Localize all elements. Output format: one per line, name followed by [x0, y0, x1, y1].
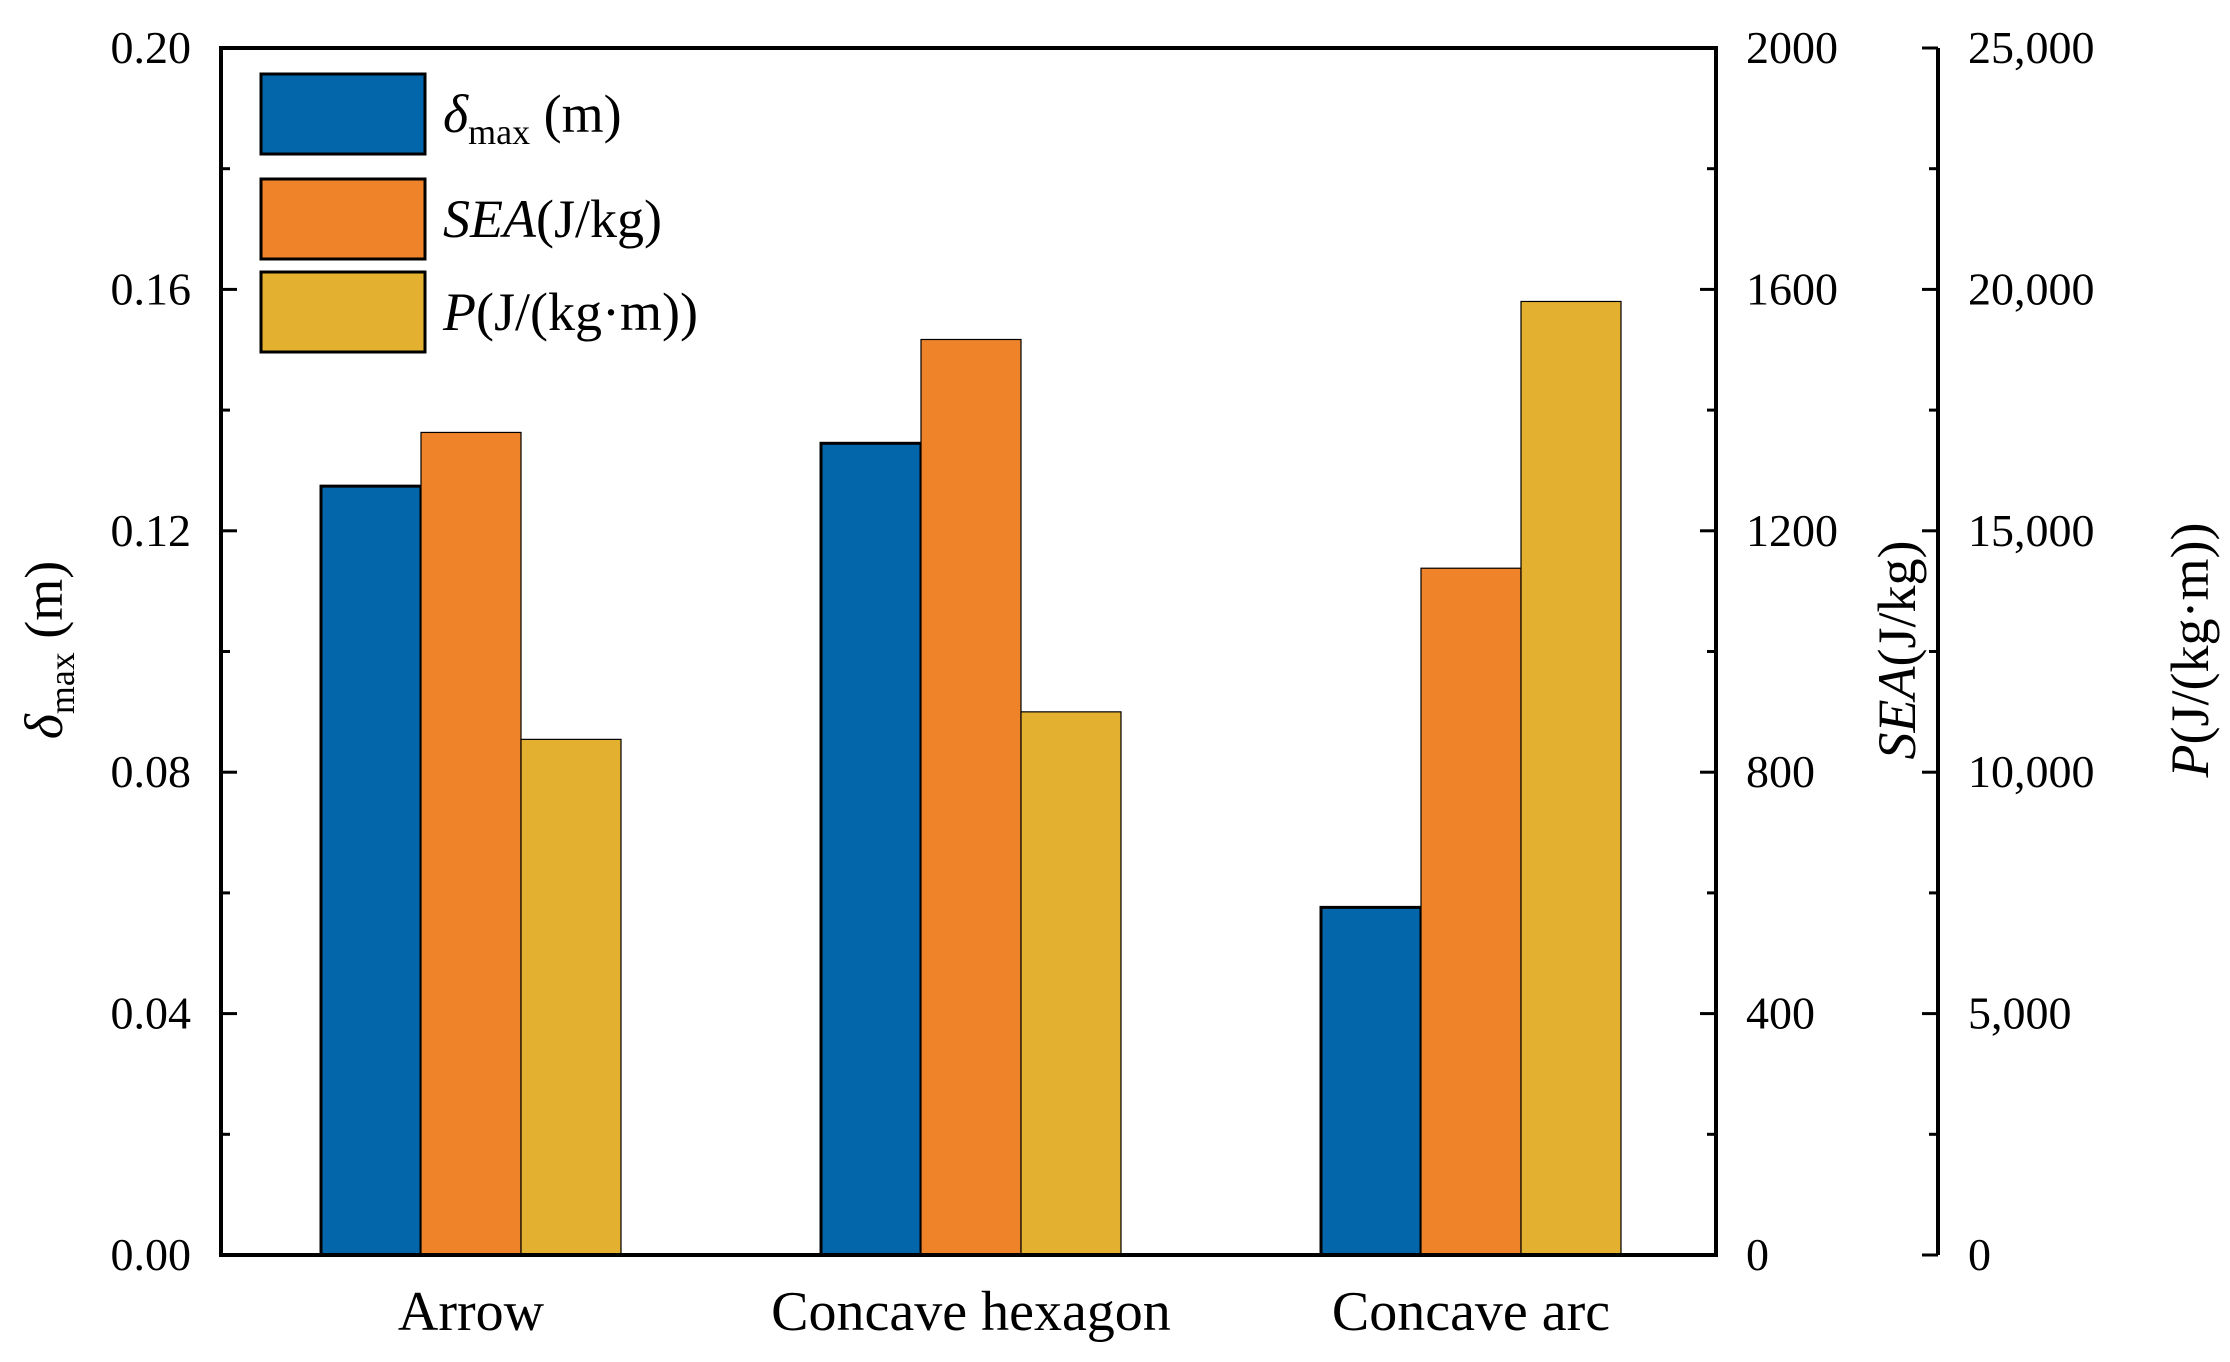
bar-3-3 [1520, 300, 1622, 1256]
category-label-1: Arrow [398, 1281, 545, 1343]
left-tick-label: 0.16 [111, 263, 192, 314]
legend-swatch-1 [259, 72, 427, 156]
left-axis-title-symbol: δ [14, 713, 74, 739]
right1-axis-title-symbol: SEA [1867, 665, 1927, 759]
bar-2-3 [1420, 567, 1522, 1256]
legend-swatch-3 [259, 270, 427, 354]
legend-label-1-sub: max [468, 112, 530, 152]
bar-1-1 [319, 484, 423, 1257]
bar-1-3 [1319, 905, 1423, 1257]
bar-2-2 [920, 338, 1022, 1256]
legend-label-1-unit: (m) [530, 84, 621, 144]
legend-swatch-2 [259, 177, 427, 261]
left-axis-title-unit: (m) [14, 561, 74, 652]
legend-label-2-symbol: SEA [443, 189, 537, 249]
left-tick-label: 0.08 [111, 746, 192, 797]
legend-label-2: SEA(J/kg) [443, 189, 662, 249]
right1-tick-label: 2000 [1746, 22, 1838, 73]
left-axis-title: δmax (m) [14, 561, 82, 740]
right1-axis-title: SEA(J/kg) [1867, 541, 1927, 760]
left-axis-title-sub: max [42, 652, 82, 714]
right2-axis-title: P(J/(kg·m)) [2160, 523, 2220, 779]
bar-3-2 [1020, 711, 1122, 1256]
right1-tick-label: 800 [1746, 746, 1815, 797]
right2-tick-label: 15,000 [1968, 505, 2095, 556]
left-tick-label: 0.12 [111, 505, 192, 556]
category-label-2: Concave hexagon [771, 1281, 1171, 1343]
left-tick-label: 0.04 [111, 988, 192, 1039]
right2-tick-label: 0 [1968, 1229, 1991, 1280]
legend-label-3-symbol: P [442, 282, 476, 342]
right2-tick-label: 25,000 [1968, 22, 2095, 73]
legend-label-3: P(J/(kg·m)) [442, 282, 698, 342]
right1-tick-label: 0 [1746, 1229, 1769, 1280]
right2-axis-title-unit: (J/(kg·m)) [2160, 523, 2220, 745]
legend-label-3-unit: (J/(kg·m)) [476, 282, 698, 342]
right1-axis-title-unit: (J/kg) [1867, 541, 1927, 667]
left-tick-label: 0.20 [111, 22, 192, 73]
right1-tick-label: 1600 [1746, 263, 1838, 314]
legend-label-1: δmax (m) [443, 84, 622, 152]
right2-tick-label: 10,000 [1968, 746, 2095, 797]
right2-tick-label: 5,000 [1968, 988, 2072, 1039]
right2-tick-label: 20,000 [1968, 263, 2095, 314]
right2-axis-title-symbol: P [2160, 744, 2220, 778]
legend-label-2-unit: (J/kg) [536, 189, 662, 249]
bar-3-1 [520, 738, 622, 1256]
legend-label-1-symbol: δ [443, 84, 469, 144]
left-tick-label: 0.00 [111, 1229, 192, 1280]
right1-tick-label: 400 [1746, 988, 1815, 1039]
bar-1-2 [819, 441, 923, 1257]
category-label-3: Concave arc [1332, 1281, 1610, 1343]
bar-2-1 [420, 431, 522, 1256]
right1-tick-label: 1200 [1746, 505, 1838, 556]
